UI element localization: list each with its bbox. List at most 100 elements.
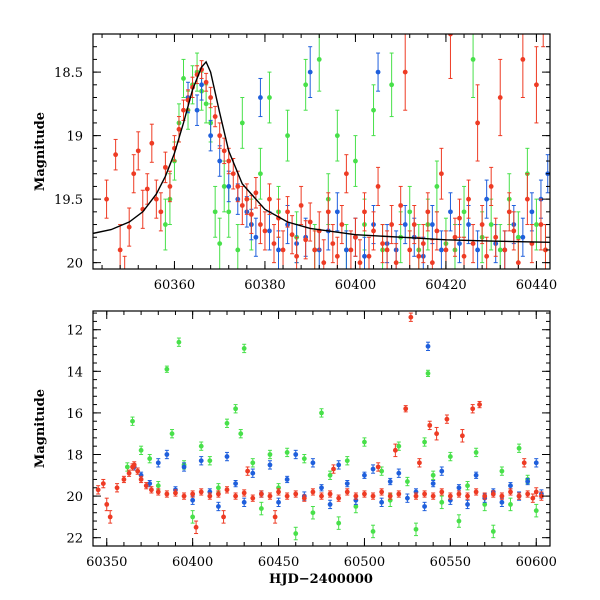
bottom-red-point <box>447 493 453 499</box>
top-red-point <box>343 171 349 177</box>
top-red-point <box>515 260 521 266</box>
bottom-green-point <box>439 499 445 505</box>
bottom-green-point <box>155 483 161 489</box>
bottom-blue-point <box>439 468 445 474</box>
bottom-green-point <box>267 452 273 457</box>
bottom-y-axis-label: Magnitude <box>33 389 48 468</box>
bottom-blue-point <box>336 462 342 468</box>
bottom-red-point <box>444 416 450 422</box>
bottom-green-point <box>344 458 350 464</box>
bottom-red-point <box>114 485 120 491</box>
bottom-blue-point <box>327 502 333 507</box>
bottom-x-tick-label: 60550 <box>430 555 471 570</box>
bottom-blue-point <box>456 485 462 491</box>
top-green-point <box>285 133 290 139</box>
top-red-point <box>543 247 548 253</box>
bottom-green-point <box>499 468 505 474</box>
top-red-point <box>131 171 137 177</box>
top-red-point <box>407 247 413 253</box>
top-green-point <box>316 57 322 62</box>
bottom-red-point <box>121 477 127 482</box>
top-blue-point <box>194 107 200 113</box>
top-red-point <box>334 253 340 259</box>
bottom-blue-point <box>293 452 299 457</box>
bottom-blue-point <box>344 481 350 487</box>
bottom-red-point <box>241 490 247 496</box>
top-red-point <box>420 241 426 246</box>
bottom-blue-point <box>508 483 513 489</box>
top-blue-point <box>375 69 381 75</box>
bottom-red-point <box>379 489 385 495</box>
bottom-green-point <box>216 485 221 491</box>
bottom-red-point <box>173 490 178 496</box>
top-blue-point <box>402 222 408 227</box>
top-red-point <box>353 234 358 240</box>
top-red-point <box>452 234 458 240</box>
top-red-point <box>104 196 109 202</box>
top-green-point <box>217 241 223 246</box>
bottom-blue-point <box>155 460 161 466</box>
bottom-green-point <box>370 529 376 534</box>
bottom-x-tick-label: 60350 <box>86 555 127 570</box>
bottom-green-point <box>130 418 135 424</box>
bottom-red-point <box>224 487 230 493</box>
top-red-point <box>126 224 132 230</box>
top-data-layer <box>93 34 550 269</box>
bottom-red-point <box>499 493 505 499</box>
bottom-red-point <box>508 489 513 495</box>
bottom-blue-point <box>396 470 402 476</box>
bottom-green-point <box>319 410 324 416</box>
top-blue-point <box>429 222 435 227</box>
bottom-green-point <box>490 529 496 534</box>
top-red-point <box>461 253 467 259</box>
bottom-blue-point <box>319 485 324 491</box>
top-green-point <box>407 209 413 215</box>
top-green-point <box>461 209 467 215</box>
top-model-curve <box>93 60 550 243</box>
top-red-point <box>226 158 232 164</box>
bottom-blue-point <box>362 472 367 478</box>
top-red-point <box>375 184 381 189</box>
bottom-green-point <box>465 483 470 489</box>
top-red-point <box>511 228 517 234</box>
top-red-point <box>321 260 327 266</box>
bottom-red-point <box>221 514 226 520</box>
bottom-red-point <box>319 493 324 499</box>
bottom-red-point <box>362 491 367 497</box>
top-red-point <box>371 228 376 234</box>
top-red-point <box>208 95 214 100</box>
top-red-point <box>285 209 290 215</box>
top-blue-point <box>475 247 481 253</box>
bottom-blue-point <box>267 462 273 468</box>
top-y-tick-label: 19 <box>66 130 83 145</box>
top-red-point <box>434 228 440 234</box>
bottom-green-point <box>508 502 513 507</box>
top-green-point <box>534 222 539 227</box>
top-blue-point <box>448 209 453 215</box>
bottom-red-point <box>387 493 393 499</box>
top-green-point <box>303 82 309 88</box>
top-red-point <box>339 222 345 227</box>
top-blue-point <box>258 95 263 100</box>
top-blue-point <box>199 82 204 88</box>
bottom-blue-point <box>370 466 376 472</box>
bottom-red-point <box>143 483 149 489</box>
bottom-data-layer <box>95 312 544 541</box>
bottom-green-point <box>124 464 130 470</box>
top-red-point <box>221 148 227 154</box>
bottom-blue-point <box>387 479 393 484</box>
bottom-green-point <box>473 450 479 455</box>
bottom-green-point <box>198 443 204 449</box>
top-red-point <box>167 184 173 189</box>
bottom-red-point <box>396 491 402 497</box>
top-red-point <box>439 171 444 177</box>
bottom-blue-point <box>224 454 230 459</box>
bottom-red-point <box>456 491 462 497</box>
top-red-point <box>506 209 512 215</box>
bottom-red-point <box>164 491 170 497</box>
bottom-green-point <box>396 443 402 449</box>
top-red-point <box>470 241 476 246</box>
bottom-red-point <box>207 493 213 499</box>
bottom-green-point <box>301 456 307 462</box>
bottom-blue-point <box>276 499 281 505</box>
